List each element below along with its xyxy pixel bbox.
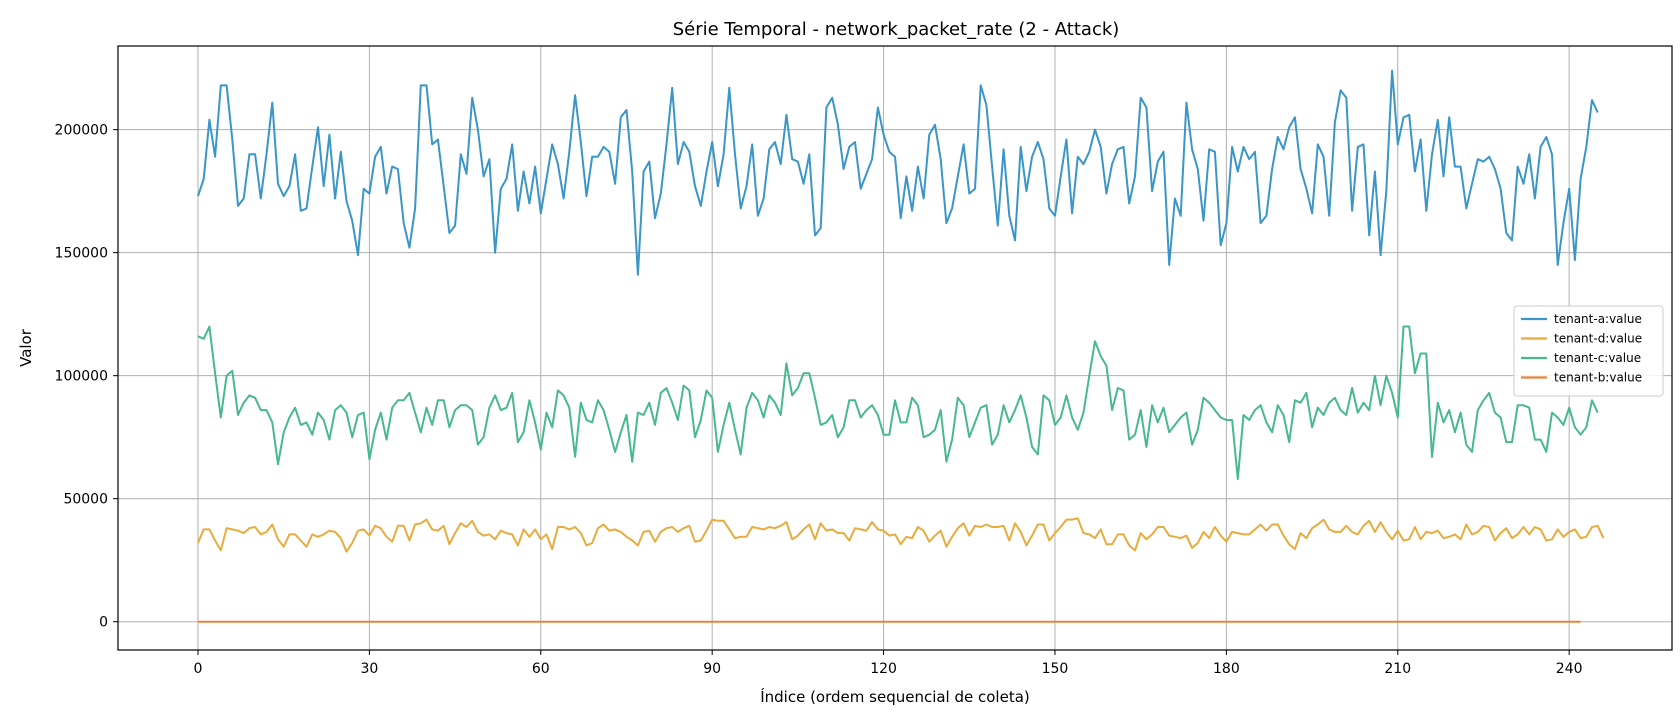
x-tick-label: 120	[870, 661, 897, 677]
axis-ticks: 0 30 60 90 120 150 180 210 240 0 50000 100000 150000…	[55, 123, 1583, 677]
series-line-3	[197, 325, 1599, 480]
x-tick-label: 150	[1042, 661, 1069, 677]
x-tick-label: 180	[1213, 661, 1240, 677]
plot-frame	[117, 45, 1673, 651]
y-tick-label: 150000	[55, 246, 108, 262]
y-tick-label: 50000	[63, 492, 108, 508]
x-tick-label: 210	[1384, 661, 1411, 677]
legend-label: tenant-d:value	[1554, 332, 1642, 346]
series-lines	[197, 69, 1605, 623]
legend: tenant-a:value tenant-d:value tenant-c:val…	[1513, 305, 1664, 397]
legend-label: tenant-b:value	[1554, 371, 1642, 385]
x-tick-label: 30	[360, 661, 378, 677]
legend-label: tenant-c:value	[1554, 351, 1641, 365]
x-tick-label: 90	[703, 661, 721, 677]
x-axis-label: Índice (ordem sequencial de coleta)	[760, 687, 1030, 706]
y-axis-label: Valor	[17, 328, 35, 367]
y-tick-label: 0	[99, 615, 108, 631]
legend-label: tenant-a:value	[1554, 312, 1642, 326]
series-line-2	[197, 517, 1605, 553]
x-tick-label: 60	[532, 661, 550, 677]
x-tick-label: 0	[194, 661, 203, 677]
legend-box	[1513, 305, 1664, 397]
y-tick-label: 200000	[55, 123, 108, 139]
x-tick-label: 240	[1556, 661, 1583, 677]
y-tick-label: 100000	[55, 369, 108, 385]
chart-title: Série Temporal - network_packet_rate (2 …	[673, 19, 1120, 40]
series-line-1	[197, 69, 1599, 276]
